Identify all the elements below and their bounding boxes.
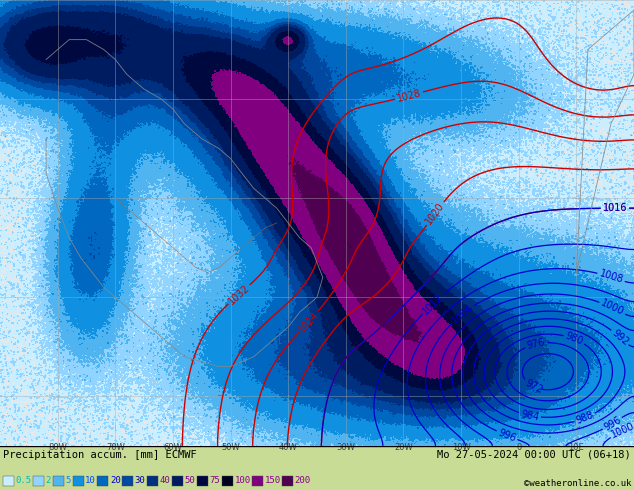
Text: 30W: 30W <box>337 443 355 452</box>
Text: 980: 980 <box>564 331 585 347</box>
Text: 0.5: 0.5 <box>15 476 32 486</box>
Text: 30: 30 <box>135 476 146 486</box>
Text: ©weatheronline.co.uk: ©weatheronline.co.uk <box>524 479 631 488</box>
Text: 70W: 70W <box>106 443 125 452</box>
Text: 992: 992 <box>610 328 630 347</box>
Text: 40W: 40W <box>279 443 297 452</box>
Text: 0: 0 <box>516 443 521 452</box>
Text: Mo 27-05-2024 00:00 UTC (06+18): Mo 27-05-2024 00:00 UTC (06+18) <box>437 450 631 460</box>
Text: 996: 996 <box>496 427 517 443</box>
Text: 1032: 1032 <box>226 282 252 306</box>
Text: 100: 100 <box>235 476 250 486</box>
Text: 75: 75 <box>209 476 220 486</box>
Bar <box>172 476 183 486</box>
Bar <box>33 476 44 486</box>
Bar <box>252 476 263 486</box>
Text: 10: 10 <box>85 476 96 486</box>
Text: 988: 988 <box>574 410 595 426</box>
Text: 40: 40 <box>160 476 171 486</box>
Text: 1016: 1016 <box>603 203 627 213</box>
Bar <box>282 476 293 486</box>
Text: 1000: 1000 <box>599 298 626 318</box>
Bar <box>53 476 64 486</box>
Bar <box>222 476 233 486</box>
Text: 20: 20 <box>110 476 120 486</box>
Text: 20W: 20W <box>394 443 413 452</box>
Text: 984: 984 <box>520 409 540 422</box>
Text: 972: 972 <box>523 378 544 395</box>
Bar <box>122 476 133 486</box>
Text: 1028: 1028 <box>396 88 422 103</box>
Text: Precipitation accum. [mm] ECMWF: Precipitation accum. [mm] ECMWF <box>3 450 197 460</box>
Text: 1024: 1024 <box>297 309 321 334</box>
Bar <box>147 476 158 486</box>
Text: 1012: 1012 <box>420 292 445 316</box>
Text: 150: 150 <box>264 476 281 486</box>
Text: 10W: 10W <box>451 443 470 452</box>
Text: 200: 200 <box>295 476 311 486</box>
Text: 10E: 10E <box>569 443 585 452</box>
Bar <box>197 476 208 486</box>
Text: 50: 50 <box>184 476 195 486</box>
Text: 50W: 50W <box>221 443 240 452</box>
Text: 1004: 1004 <box>450 302 475 325</box>
Bar <box>72 476 84 486</box>
Text: 80W: 80W <box>48 443 67 452</box>
Bar <box>98 476 108 486</box>
Text: 1000: 1000 <box>610 421 634 440</box>
Text: 60W: 60W <box>164 443 183 452</box>
Text: 2: 2 <box>46 476 51 486</box>
Text: 5: 5 <box>65 476 70 486</box>
Text: 1020: 1020 <box>424 200 446 226</box>
Text: 1016: 1016 <box>603 203 627 213</box>
Bar <box>3 476 14 486</box>
Text: 976: 976 <box>526 337 547 351</box>
Text: 996: 996 <box>602 415 623 433</box>
Text: 1008: 1008 <box>598 269 624 286</box>
